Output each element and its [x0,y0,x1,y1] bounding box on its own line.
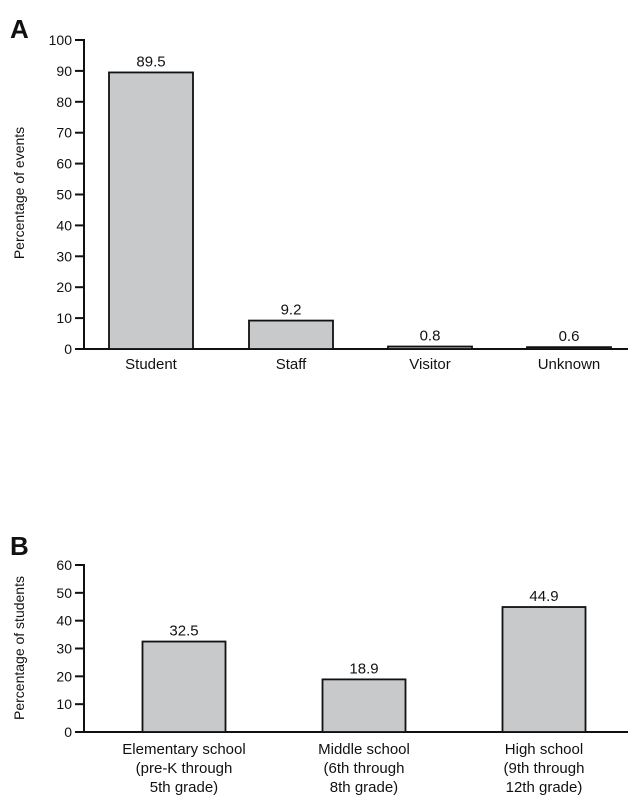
y-tick-label: 80 [56,94,72,110]
y-tick-label: 50 [56,585,72,601]
panel-letter: A [10,14,29,44]
bar [141,640,227,733]
y-tick-label: 10 [56,696,72,712]
bar [108,71,194,350]
panel-letter: B [10,531,29,561]
y-tick-label: 50 [56,187,72,203]
x-tick-label: 5th grade) [150,779,218,796]
y-tick-label: 10 [56,310,72,326]
y-tick-label: 20 [56,279,72,295]
bar [248,319,334,350]
x-tick-label: (pre-K through [136,760,233,777]
x-tick-label: 8th grade) [330,779,398,796]
x-tick-label: 12th grade) [506,779,583,796]
data-label: 89.5 [136,53,165,70]
y-tick-label: 90 [56,63,72,79]
chart-panel-a: A Percentage of events 0 10 20 30 40 50 60 70 80 90… [10,14,628,373]
bar [501,606,587,733]
y-tick-label: 60 [56,156,72,172]
y-tick-label: 30 [56,641,72,657]
x-tick-label: Unknown [538,356,601,373]
y-tick-label: 0 [64,724,72,740]
x-tick-label: Middle school [318,741,410,758]
y-tick-label: 70 [56,125,72,141]
bar [387,345,473,350]
x-tick-label: (6th through [324,760,405,777]
data-label: 18.9 [349,660,378,677]
data-label: 0.6 [559,328,580,345]
bar [526,346,612,350]
bar [321,678,407,733]
x-tick-label: Elementary school [122,741,245,758]
y-tick-label: 20 [56,668,72,684]
y-axis-label: Percentage of events [11,127,27,259]
y-tick-label: 40 [56,217,72,233]
x-tick-label: Visitor [409,356,450,373]
y-tick-label: 100 [49,32,73,48]
y-tick-label: 60 [56,557,72,573]
x-tick-label: Student [125,356,178,373]
data-label: 44.9 [529,588,558,605]
x-tick-label: (9th through [504,760,585,777]
x-tick-label: Staff [276,356,307,373]
y-tick-label: 40 [56,613,72,629]
y-tick-label: 30 [56,248,72,264]
chart-panel-b: B Percentage of students 0 10 20 30 40 50 60 32.5… [10,531,628,796]
y-axis-label: Percentage of students [11,576,27,720]
y-tick-label: 0 [64,341,72,357]
x-tick-label: High school [505,741,583,758]
data-label: 32.5 [169,623,198,640]
data-label: 0.8 [420,328,441,345]
data-label: 9.2 [281,302,302,319]
